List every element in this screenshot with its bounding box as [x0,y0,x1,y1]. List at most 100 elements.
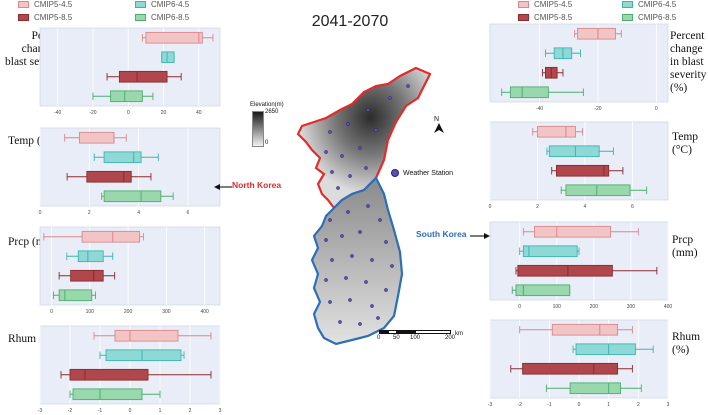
tick-label: -2 [68,408,73,414]
legend-item: CMIP5-4.5 [18,0,72,9]
box [515,284,571,297]
box [575,343,636,356]
box [58,289,93,302]
arrow-to-south-panels [470,233,490,239]
legend-item: CMIP6-4.5 [135,0,189,9]
box-cmip5-4-5 [522,225,639,238]
tick-label: -2 [517,402,522,408]
tick-label: 2 [536,204,539,210]
boxplot-sk-temp: 0 2 4 6 [489,121,669,210]
legend-label: CMIP6-4.5 [151,0,190,9]
box [145,31,203,44]
station-legend: Weather Station [391,169,453,177]
tick-label: 0 [655,106,658,112]
box [556,164,610,177]
boxplot-nk-temp: 0 2 4 6 [39,127,221,216]
legend-swatch-cmip5-85 [18,14,29,21]
north-letter: N [434,116,440,123]
tick-label: 3 [667,402,670,408]
box-cmip6-4-5 [93,151,159,164]
box-cmip5-8-5 [542,66,564,79]
box [114,329,179,342]
box [110,90,143,103]
legend-swatch-cmip5-45 [518,1,529,8]
tick-label: 0 [518,304,521,310]
boxplot-sk-blast: -40 -20 0 [489,23,669,112]
legend-item: CMIP5-8.5 [518,13,572,22]
tick-label: -40 [54,110,61,116]
box-cmip6-8-5 [545,382,642,395]
tick-label: 1 [159,408,162,414]
box-cmip6-8-5 [92,90,154,103]
south-korea-region [310,176,404,346]
box-cmip5-4-5 [519,323,633,336]
box-cmip6-8-5 [101,190,174,203]
scale-tick-50: 50 [393,335,400,341]
legend-swatch-cmip6-45 [622,1,633,8]
tick-label: 0 [129,408,132,414]
north-korea-label: North Korea [232,180,282,190]
box-cmip6-4-5 [544,47,581,60]
legend-item: CMIP6-8.5 [135,13,189,22]
south-korea-label: South Korea [416,229,467,239]
box [81,230,141,243]
boxplot-nk-prcp: 0 100 200 300 400 [39,226,221,315]
box [118,70,168,83]
tick-label: 2 [88,210,91,216]
box-cmip5-4-5 [141,31,214,44]
tick-label: -20 [89,110,96,116]
legend-item: CMIP5-4.5 [518,0,572,9]
tick-label: 4 [584,204,587,210]
legend-item: CMIP5-8.5 [18,13,72,22]
box [565,184,631,197]
boxplot-nk-blast: -40 -20 0 20 40 [39,27,221,116]
box-cmip6-4-5 [66,250,114,263]
box [105,349,182,362]
north-korea-region [296,66,432,210]
boxplot-sk-rhum: -3 -2 -1 0 1 2 3 [488,319,670,408]
box-cmip5-4-5 [532,125,584,138]
tick-label: 2 [189,408,192,414]
box-cmip5-8-5 [515,264,658,277]
box [72,388,143,401]
box-cmip5-4-5 [574,27,622,40]
box-cmip6-4-5 [546,145,614,158]
box [551,323,619,336]
box-cmip6-4-5 [161,51,175,64]
station-dot-icon [391,169,399,177]
box [77,250,104,263]
box [522,362,619,375]
korea-map [296,66,432,346]
tick-label: 6 [631,204,634,210]
box-cmip5-8-5 [106,70,182,83]
legend-swatch-cmip5-45 [18,1,29,8]
box [548,145,600,158]
scale-unit: km [455,331,463,337]
label-temp-right: Temp (°C) [672,131,699,156]
arrow-to-north-panels [214,184,232,190]
legend-label: CMIP5-4.5 [34,0,73,9]
tick-label: -1 [98,408,103,414]
tick-label: 0 [578,402,581,408]
box [534,225,611,238]
box [577,27,616,40]
box [517,264,613,277]
box [569,382,621,395]
tick-label: 400 [664,304,673,310]
scale-bar: 0 50 100 200 km [377,330,469,342]
tick-label: 4 [137,210,140,216]
elevation-colorbar [252,111,264,147]
legend-label: CMIP5-8.5 [534,13,573,22]
legend-swatch-cmip6-85 [622,14,633,21]
tick-label: 300 [162,309,171,315]
box-cmip5-8-5 [66,170,152,183]
legend-swatch-cmip6-45 [135,1,146,8]
label-blast-right: Percent change in blast severity (%) [670,30,707,94]
tick-label: -3 [38,408,43,414]
tick-label: -1 [547,402,552,408]
box-cmip5-8-5 [510,362,633,375]
box-cmip6-8-5 [69,388,161,401]
legend-label: CMIP6-8.5 [151,13,190,22]
tick-label: 40 [196,110,202,116]
elevation-title: Elevation(m) [250,102,284,108]
